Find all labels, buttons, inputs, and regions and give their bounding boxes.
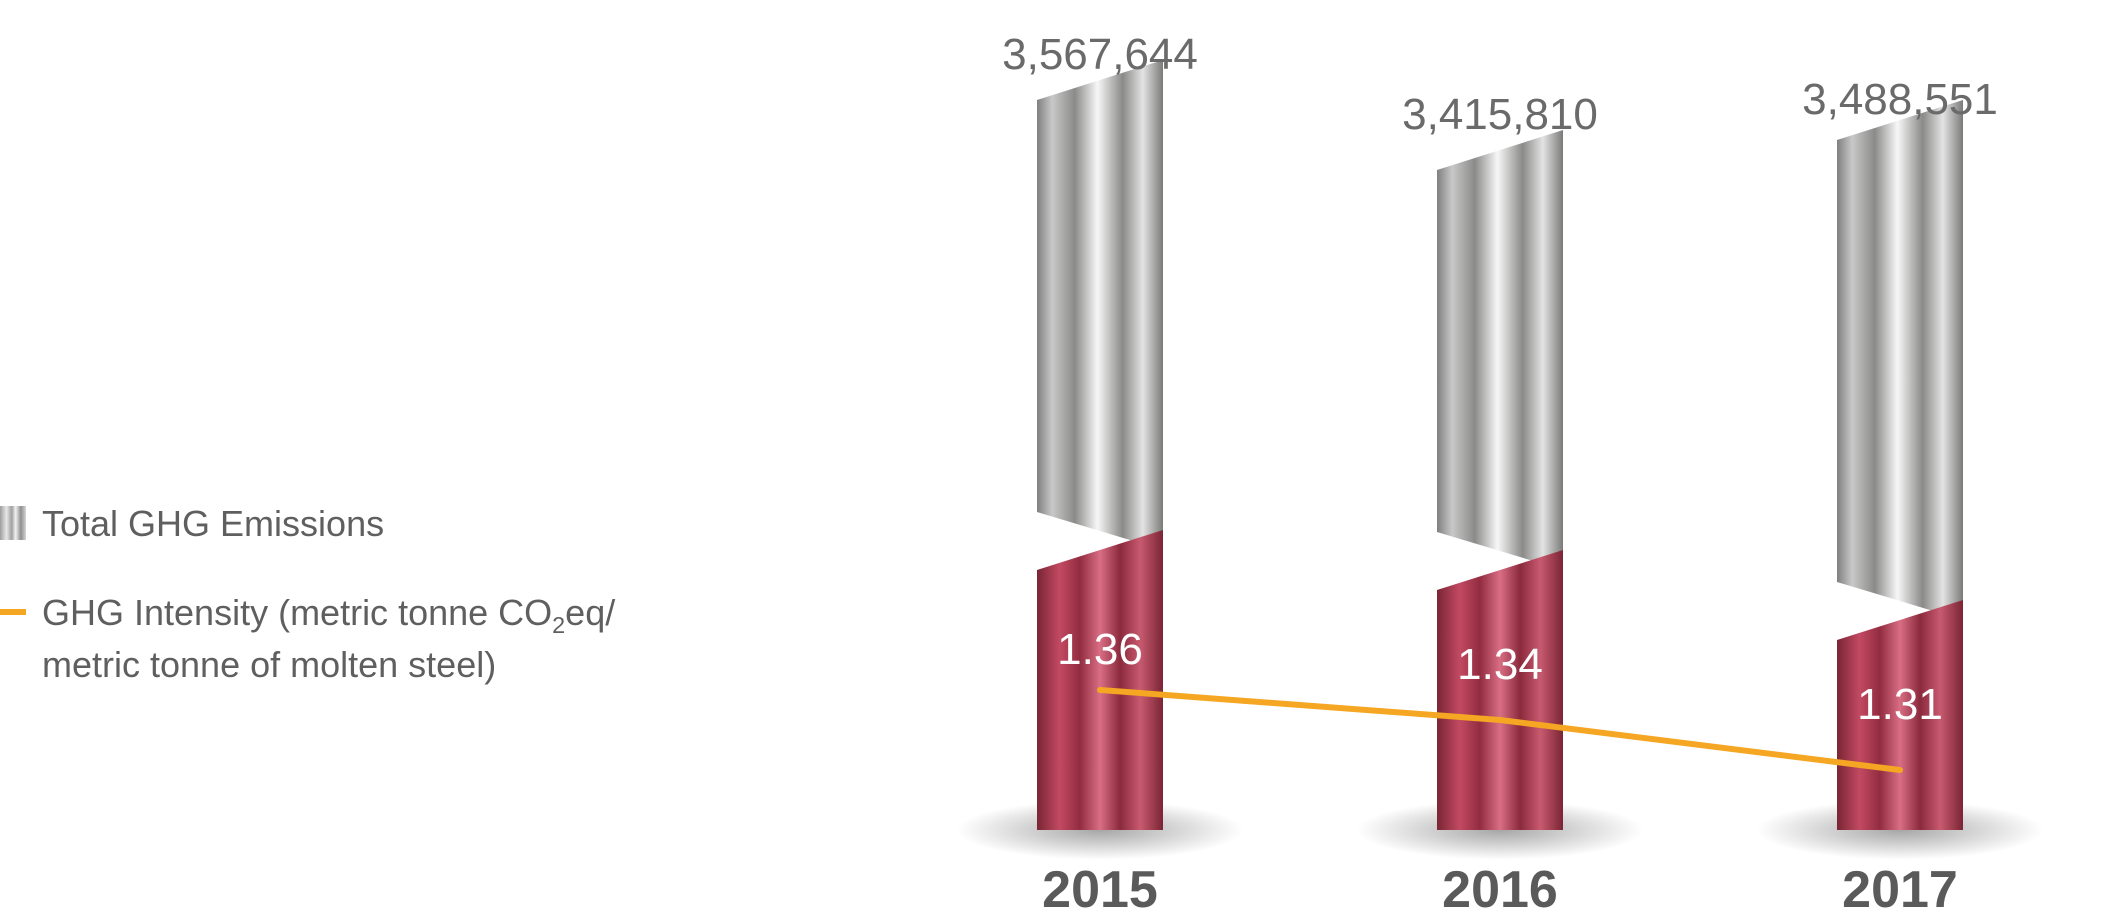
legend-item-emissions: Total GHG Emissions <box>0 500 615 549</box>
legend-label-intensity-sub: 2 <box>552 612 565 638</box>
chart-area: 3,567,644 1.36 2015 3,415,810 1.34 2016 <box>880 0 2126 920</box>
legend-item-intensity: GHG Intensity (metric tonne CO2eq/ metri… <box>0 589 615 690</box>
legend: Total GHG Emissions GHG Intensity (metri… <box>0 500 615 730</box>
year-label-2016: 2016 <box>1320 860 1680 920</box>
column-2015: 3,567,644 1.36 2015 <box>920 0 1280 920</box>
legend-swatch-silver-icon <box>0 506 26 540</box>
red-segment <box>1037 530 1163 830</box>
legend-label-emissions: Total GHG Emissions <box>42 500 384 549</box>
intensity-value-2016: 1.34 <box>1430 640 1570 690</box>
column-2016: 3,415,810 1.34 2016 <box>1320 0 1680 920</box>
intensity-value-2015: 1.36 <box>1030 625 1170 675</box>
silver-segment <box>1037 60 1163 550</box>
red-segment <box>1437 550 1563 830</box>
column-2017: 3,488,551 1.31 2017 <box>1720 0 2080 920</box>
year-label-2017: 2017 <box>1720 860 2080 920</box>
legend-swatch-orange-icon <box>0 609 26 615</box>
year-label-2015: 2015 <box>920 860 1280 920</box>
legend-label-intensity-line2: metric tonne of molten steel) <box>42 644 496 685</box>
notch-icon <box>1837 594 1859 616</box>
intensity-value-2017: 1.31 <box>1830 680 1970 730</box>
emissions-value-2016: 3,415,810 <box>1320 90 1680 140</box>
pillar-2015 <box>1037 60 1163 830</box>
emissions-value-2017: 3,488,551 <box>1720 75 2080 125</box>
ghg-emissions-chart: Total GHG Emissions GHG Intensity (metri… <box>0 0 2126 920</box>
pillar-2016 <box>1437 130 1563 830</box>
legend-label-intensity: GHG Intensity (metric tonne CO2eq/ metri… <box>42 589 615 690</box>
notch-icon <box>1437 544 1459 566</box>
legend-label-intensity-line1a: GHG Intensity (metric tonne CO <box>42 592 552 633</box>
silver-segment <box>1437 130 1563 570</box>
notch-icon <box>1037 524 1059 546</box>
emissions-value-2015: 3,567,644 <box>920 30 1280 80</box>
silver-segment <box>1837 100 1963 620</box>
legend-label-intensity-line1b: eq/ <box>565 592 615 633</box>
